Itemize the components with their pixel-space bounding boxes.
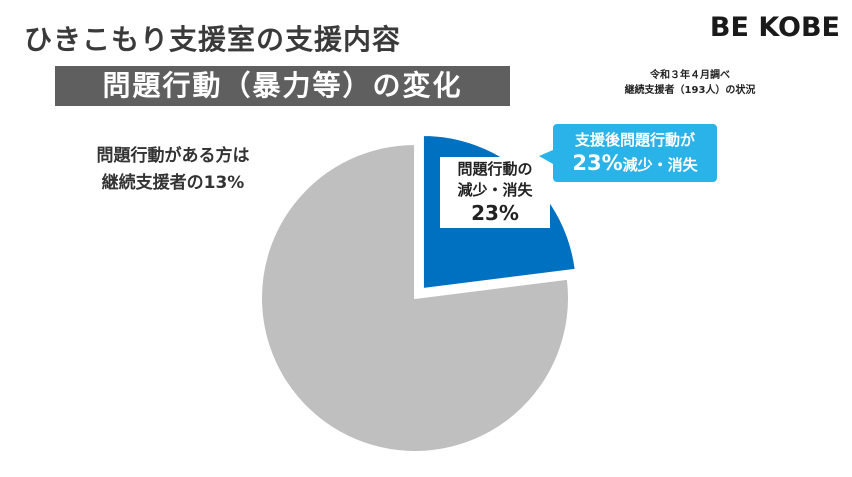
remaining-label-line1: 問題行動がある方は — [96, 146, 250, 166]
reduction-callout: 支援後問題行動が 23%減少・消失 — [539, 124, 717, 182]
callout-rest: 減少・消失 — [622, 156, 698, 174]
reduced-label-percent: 23% — [471, 201, 519, 225]
callout-line1: 支援後問題行動が — [574, 131, 695, 149]
callout-percent: 23% — [572, 151, 623, 175]
page-title: ひきこもり支援室の支援内容 — [24, 23, 402, 56]
remaining-problem-label: 問題行動がある方は 継続支援者の13% — [68, 143, 278, 197]
reduced-label-line2: 減少・消失 — [457, 181, 533, 199]
reduced-label-line1: 問題行動の — [457, 160, 533, 178]
be-kobe-logo: BE KOBE — [709, 12, 840, 43]
survey-note-date: 令和３年４月調べ — [650, 70, 730, 81]
remaining-label-line2: 継続支援者の13% — [101, 173, 245, 193]
pie-slice-remaining — [260, 142, 570, 453]
page-subtitle: 問題行動（暴力等）の変化 — [55, 66, 510, 106]
survey-note: 令和３年４月調べ 継続支援者（193人）の状況 — [590, 68, 790, 98]
survey-note-subject: 継続支援者（193人）の状況 — [624, 85, 756, 96]
reduced-slice-label: 問題行動の 減少・消失 23% — [440, 157, 550, 228]
callout-line2: 23%減少・消失 — [553, 150, 717, 178]
